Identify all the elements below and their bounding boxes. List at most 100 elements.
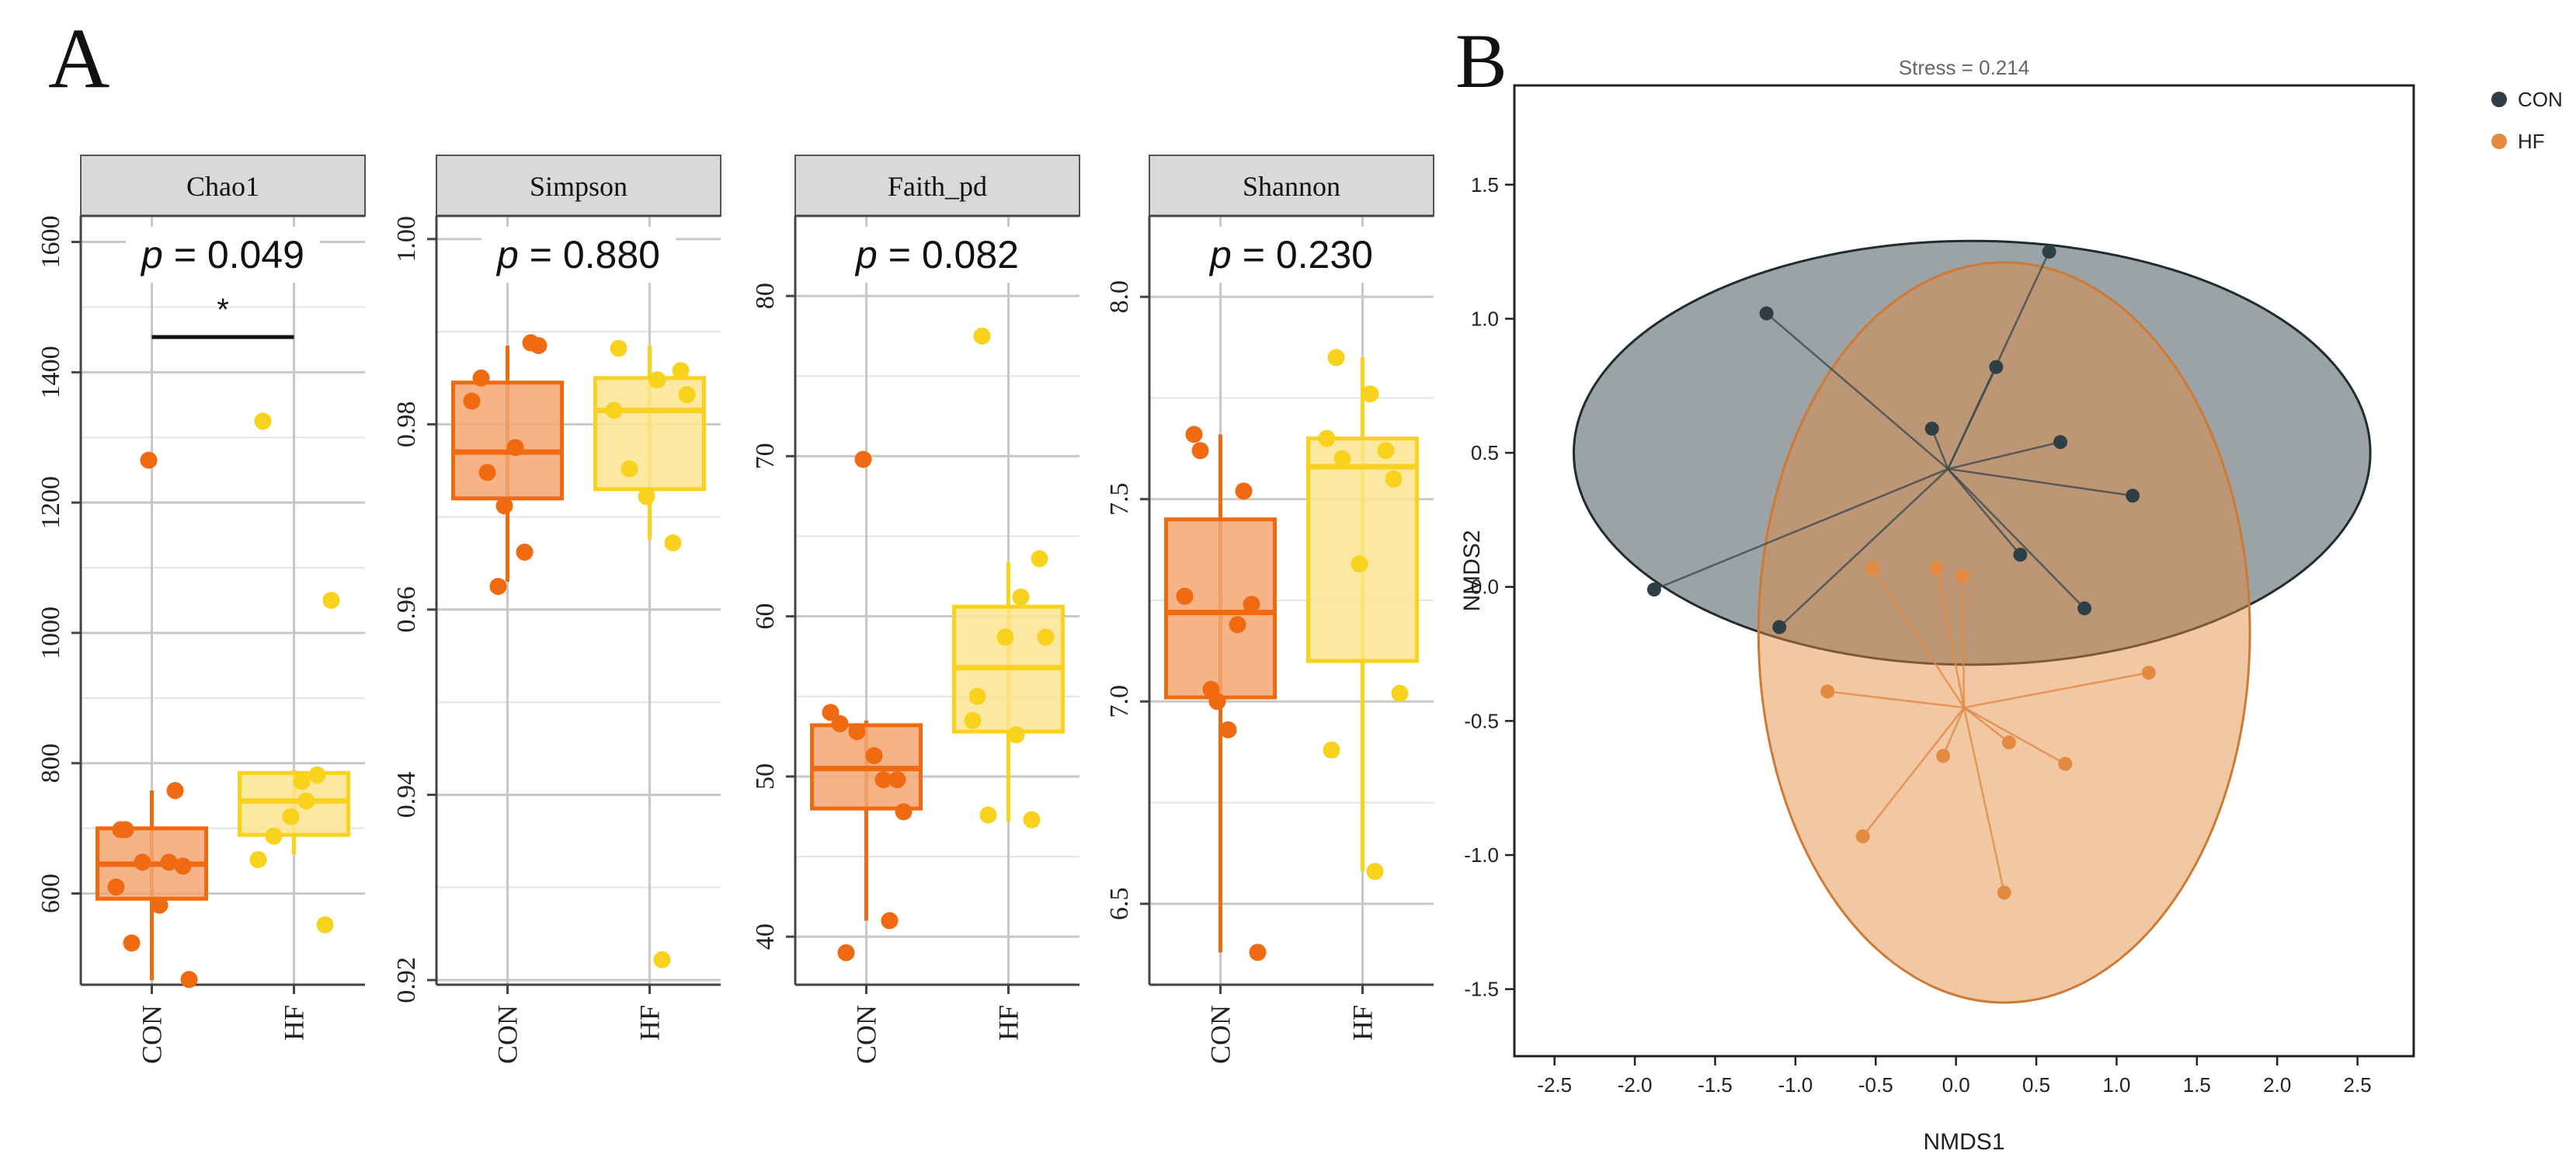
data-point [495, 497, 513, 515]
p-value-background [1194, 227, 1389, 283]
data-point [293, 773, 311, 791]
spider-segment [1827, 690, 1965, 709]
nmds-panel: Stress = 0.214 -2.5 -2.0 -1.5 -1.0 -0.5 0.0 0.5… [1459, 56, 2563, 1155]
data-point [1031, 550, 1048, 568]
x-tick-label: -2.0 [1618, 1073, 1653, 1097]
p-value: = 0.230 [1232, 233, 1373, 276]
y-tick-label: 0.94 [392, 772, 421, 819]
data-point [1333, 450, 1351, 468]
y-tick-label: 1.0 [1471, 307, 1499, 330]
data-point [180, 971, 198, 989]
y-tick-label: 8.0 [1105, 280, 1134, 314]
data-point [1185, 426, 1203, 443]
data-point [1391, 684, 1409, 702]
sample-point-hf [1929, 561, 1944, 575]
panel-a-label: A [48, 11, 110, 106]
data-point [265, 827, 283, 845]
data-point [151, 896, 169, 914]
sample-point-hf [1820, 684, 1835, 699]
sample-point-hf [1936, 749, 1951, 763]
sample-point-hf [1855, 829, 1870, 843]
data-point [1249, 944, 1267, 961]
data-point [489, 578, 507, 596]
data-point [1366, 863, 1384, 881]
p-label: p [854, 233, 878, 276]
sample-point-con [1772, 620, 1787, 634]
y-tick-label: -1.5 [1464, 978, 1499, 1001]
p-value: = 0.082 [878, 233, 1019, 276]
data-point [316, 916, 334, 933]
y-tick-label: -1.0 [1464, 843, 1499, 867]
panel-b-label: B [1455, 18, 1507, 104]
p-value: = 0.880 [519, 233, 660, 276]
data-point [610, 339, 627, 357]
data-point [1037, 628, 1055, 646]
data-point [638, 488, 655, 506]
data-point [968, 687, 986, 705]
data-point [308, 766, 326, 784]
p-label: p [1208, 233, 1232, 276]
x-tick-label: HF [1347, 1005, 1378, 1041]
data-point [979, 806, 997, 824]
sample-point-con [2077, 601, 2092, 616]
y-tick-label: 0.5 [1471, 441, 1499, 464]
spider-segment [1935, 568, 1966, 708]
x-tick-label: CON [137, 1005, 168, 1064]
data-point [1235, 482, 1253, 500]
data-point [672, 362, 690, 380]
data-point [678, 386, 696, 404]
data-point [1351, 555, 1368, 573]
y-tick-label: 60 [751, 603, 780, 630]
spider-segment [1962, 707, 2005, 893]
sample-point-con [1989, 360, 2004, 374]
x-tick-label: CON [492, 1005, 523, 1064]
data-point [174, 857, 192, 875]
x-tick-label: 1.5 [2183, 1073, 2211, 1097]
data-point [254, 412, 272, 430]
y-tick-label: 1.5 [1471, 173, 1499, 196]
y-tick-label: 0.92 [392, 957, 421, 1003]
data-point [848, 723, 866, 741]
spider-segment [1778, 468, 1949, 628]
p-value-background [840, 227, 1034, 283]
sample-point-hf [1865, 561, 1880, 575]
p-value-background [126, 227, 320, 283]
data-point [621, 460, 638, 478]
data-point [472, 369, 490, 387]
spider-segment [1862, 707, 1965, 837]
sample-point-con [2013, 548, 2028, 562]
facet-simpson: Simpson p = 0.880 0.92 0.94 0.96 0.98 1.00 CON H… [392, 155, 721, 1064]
data-point [107, 878, 125, 896]
x-tick-label: 1.0 [2102, 1073, 2130, 1097]
data-point [854, 450, 872, 468]
x-tick-label: 0.5 [2022, 1073, 2050, 1097]
facet-strip [794, 155, 1080, 217]
y-tick-label: 1400 [37, 346, 65, 398]
data-point [648, 371, 666, 389]
data-point [605, 402, 623, 419]
sample-point-con [1759, 306, 1774, 321]
data-point [996, 628, 1014, 646]
facet-shannon: Shannon p = 0.230 6.5 7.0 7.5 8.0 CON HF [1105, 155, 1434, 1064]
x-tick-label: 2.5 [2344, 1073, 2372, 1097]
x-tick-label: 2.0 [2263, 1073, 2291, 1097]
confidence-ellipse-hf [1757, 261, 2251, 1004]
y-tick-label: 70 [751, 443, 780, 469]
plot-frame [1513, 84, 2415, 1058]
data-point [1327, 349, 1345, 367]
spider-segment [1947, 251, 2050, 470]
spider-segment [1947, 468, 2022, 556]
facet-title: Chao1 [186, 171, 259, 202]
data-point [522, 334, 540, 352]
p-value-annotation: p = 0.880 [495, 233, 660, 276]
data-point [1219, 721, 1237, 739]
data-point [831, 714, 849, 732]
data-point [297, 792, 315, 810]
data-point [112, 821, 130, 839]
p-value-annotation: p = 0.082 [854, 233, 1019, 276]
data-point [837, 944, 855, 961]
y-tick-label: 1200 [37, 476, 65, 529]
y-axis-label: NMDS2 [1459, 530, 1485, 611]
p-value-annotation: p = 0.049 [140, 233, 304, 276]
data-point [1318, 429, 1336, 447]
